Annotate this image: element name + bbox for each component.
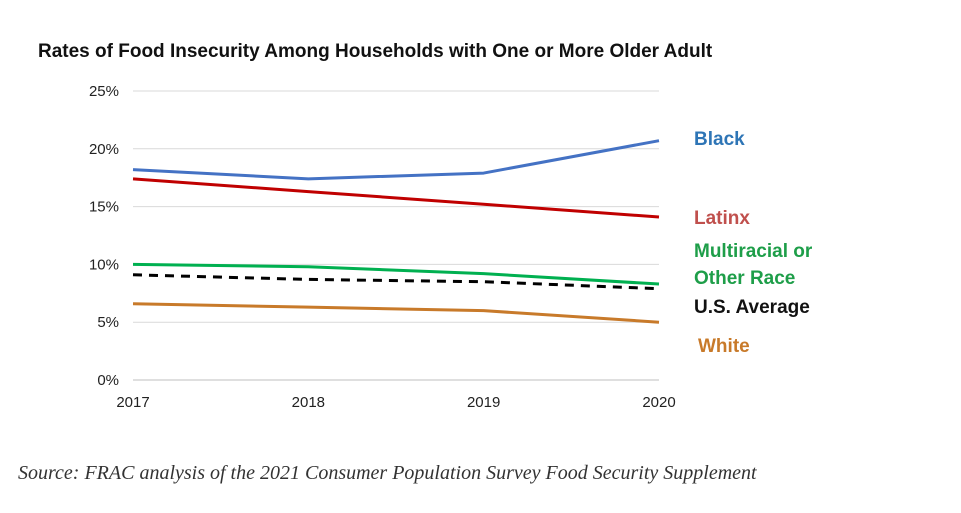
y-tick-label: 0% xyxy=(97,372,119,389)
series-line xyxy=(132,273,660,291)
series-line xyxy=(132,177,660,219)
series-label: U.S. Average xyxy=(694,297,810,318)
x-tick-label: 2020 xyxy=(642,394,675,411)
x-tick-label: 2017 xyxy=(116,394,149,411)
y-tick-label: 15% xyxy=(89,199,119,216)
series-line xyxy=(132,139,660,181)
y-tick-label: 5% xyxy=(97,314,119,331)
series-label: Latinx xyxy=(694,208,750,229)
y-tick-label: 10% xyxy=(89,256,119,273)
series-label: Black xyxy=(694,129,745,150)
x-tick-label: 2019 xyxy=(467,394,500,411)
series-line xyxy=(132,302,660,324)
series-label: Multiracial or Other Race xyxy=(694,241,813,289)
x-tick-label: 2018 xyxy=(292,394,325,411)
chart-title: Rates of Food Insecurity Among Household… xyxy=(38,41,713,62)
series-label: White xyxy=(698,336,750,357)
y-tick-label: 20% xyxy=(89,141,119,158)
series-line xyxy=(132,262,660,286)
source-note: Source: FRAC analysis of the 2021 Consum… xyxy=(18,462,757,484)
y-tick-label: 25% xyxy=(89,83,119,100)
